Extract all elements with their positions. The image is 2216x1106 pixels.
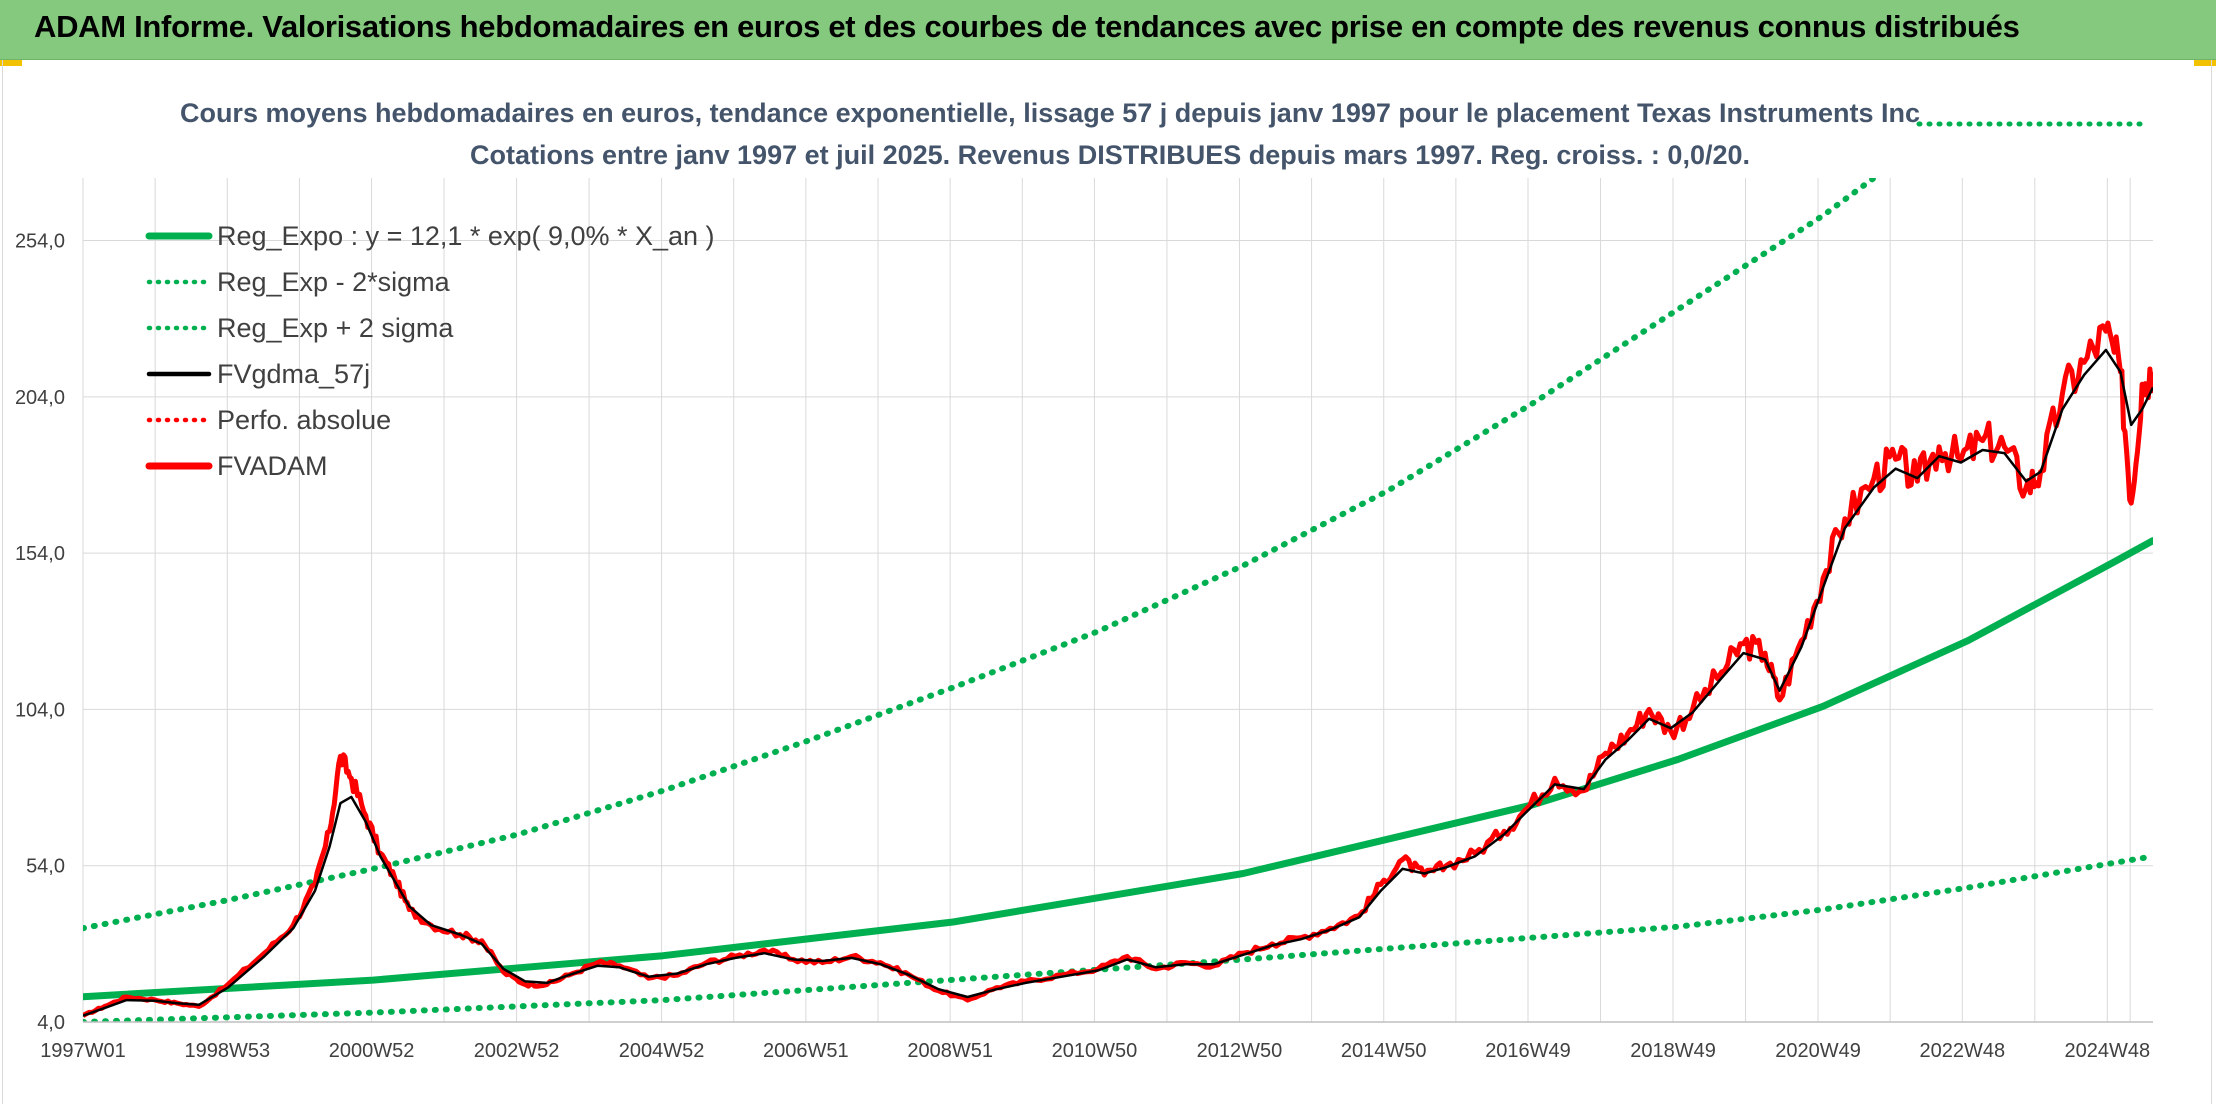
x-tick-label: 2018W49: [1630, 1040, 1716, 1062]
y-tick-label: 254,0: [15, 231, 65, 253]
banner-title: ADAM Informe. Valorisations hebdomadaire…: [34, 9, 2020, 44]
y-tick-label: 54,0: [26, 856, 65, 878]
corner-mark-top-right: [2194, 60, 2216, 66]
chart-title: Cours moyens hebdomadaires en euros, ten…: [180, 98, 1920, 128]
x-tick-label: 2004W52: [619, 1040, 705, 1062]
legend-label: FVADAM: [217, 451, 328, 481]
x-tick-label: 2022W48: [1920, 1040, 2006, 1062]
x-tick-label: 2020W49: [1775, 1040, 1861, 1062]
x-tick-label: 1998W53: [184, 1040, 270, 1062]
x-tick-label: 2006W51: [763, 1040, 849, 1062]
series-reg-exp-plus-2sigma: [83, 178, 1877, 932]
chart-subtitle: Cotations entre janv 1997 et juil 2025. …: [470, 140, 1750, 170]
x-tick-label: 2010W50: [1052, 1040, 1138, 1062]
header-banner: ADAM Informe. Valorisations hebdomadaire…: [0, 0, 2216, 60]
series-group: [83, 121, 2153, 1022]
x-tick-label: 1997W01: [40, 1040, 126, 1062]
y-tick-label: 4,0: [37, 1012, 65, 1034]
x-tick-label: 2014W50: [1341, 1040, 1427, 1062]
legend: Reg_Expo : y = 12,1 * exp( 9,0% * X_an )…: [145, 221, 715, 481]
x-tick-label: 2000W52: [329, 1040, 415, 1062]
x-tick-label: 2024W48: [2065, 1040, 2151, 1062]
chart-canvas: Cours moyens hebdomadaires en euros, ten…: [15, 98, 2153, 1062]
corner-mark-top-left: [0, 60, 22, 66]
legend-label: Perfo. absolue: [217, 405, 391, 435]
grid: [82, 178, 2153, 1023]
axes: 4,0 54,0 104,0 154,0 204,0 254,0 1997W01 1998W5…: [15, 231, 2153, 1062]
y-tick-label: 104,0: [15, 699, 65, 721]
series-fvadam: [83, 320, 2153, 1018]
legend-label: Reg_Exp + 2 sigma: [217, 313, 454, 343]
y-tick-label: 154,0: [15, 543, 65, 565]
series-fvgdma-57j: [83, 348, 2153, 1017]
series-reg-exp-minus-2sigma: [83, 853, 2153, 1022]
x-tick-label: 2012W50: [1197, 1040, 1283, 1062]
legend-label: Reg_Expo : y = 12,1 * exp( 9,0% * X_an ): [217, 221, 715, 251]
x-tick-label: 2008W51: [907, 1040, 993, 1062]
x-tick-label: 2016W49: [1485, 1040, 1571, 1062]
x-tick-label: 2002W52: [474, 1040, 560, 1062]
legend-label: FVgdma_57j: [217, 359, 370, 389]
legend-label: Reg_Exp - 2*sigma: [217, 267, 451, 297]
y-tick-label: 204,0: [15, 387, 65, 409]
series-reg-expo: [83, 537, 2153, 1001]
chart-area: Cours moyens hebdomadaires en euros, ten…: [2, 60, 2212, 1104]
